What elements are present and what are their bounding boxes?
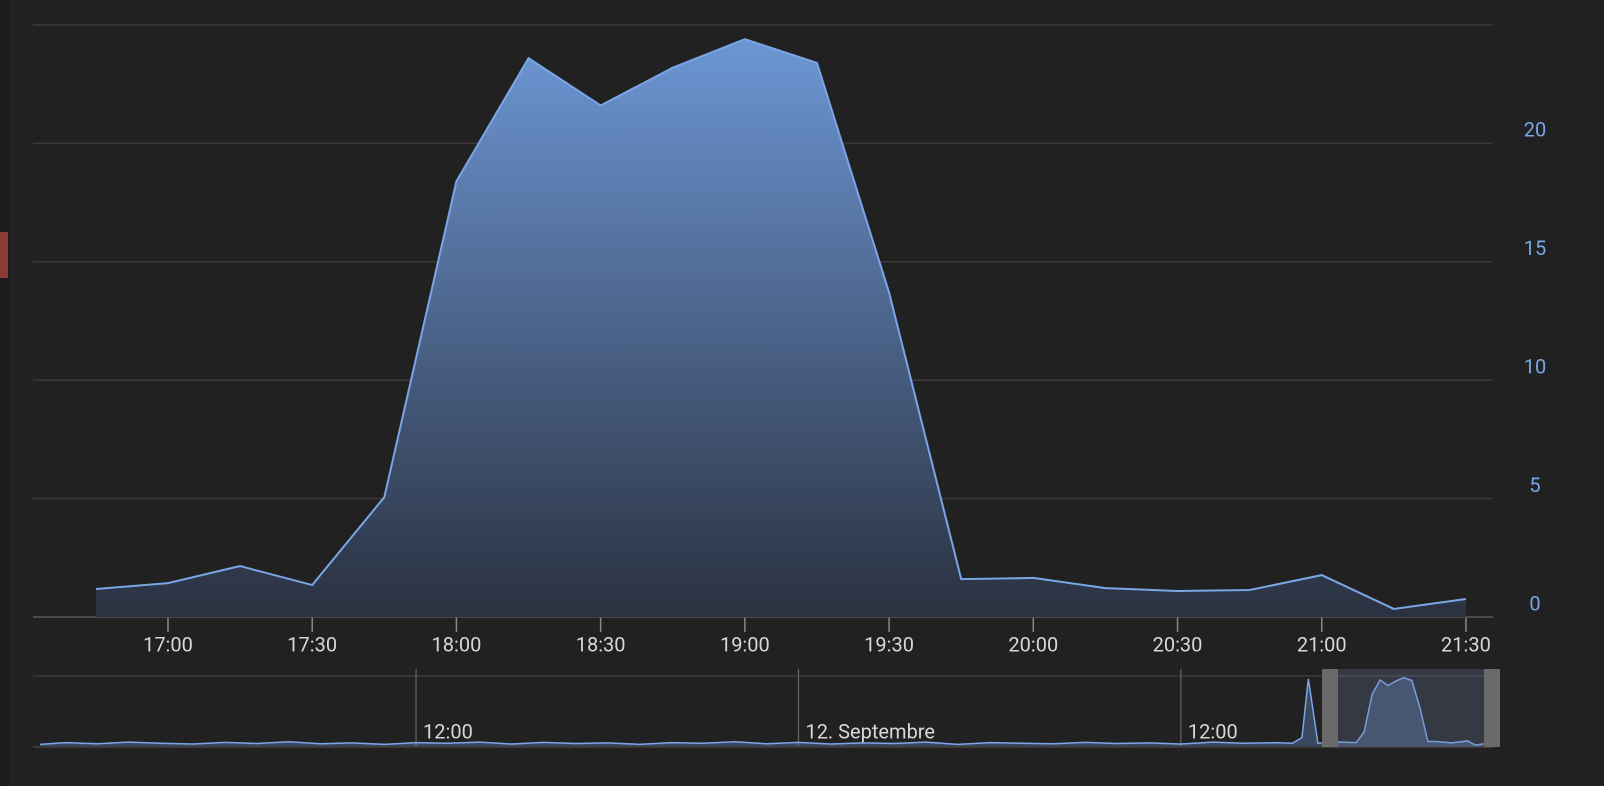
x-tick-label: 20:00	[1008, 632, 1058, 656]
y-tick-label: 10	[1524, 354, 1546, 378]
x-tick-label: 17:00	[143, 632, 193, 656]
x-tick-label: 18:30	[576, 632, 626, 656]
navigator-area	[40, 677, 1484, 746]
side-marker	[0, 232, 8, 278]
y-tick-label: 0	[1529, 591, 1540, 615]
navigator-label: 12:00	[1188, 719, 1238, 743]
navigator-handle	[1322, 669, 1338, 747]
navigator-label: 12. Septembre	[805, 719, 935, 743]
navigator-line	[39, 676, 1484, 746]
x-tick-label: 19:30	[864, 632, 914, 656]
plot: 0 5 10 15 20 17:00 17:30 18:00 18:30 19:00 19:30 20…	[33, 24, 1546, 656]
x-tick-label: 18:00	[432, 632, 482, 656]
x-tick-label: 20:30	[1153, 632, 1203, 656]
x-tick-label: 21:30	[1441, 632, 1491, 656]
navigator-handle	[1484, 669, 1500, 747]
y-tick-label: 5	[1529, 473, 1540, 497]
area-fill	[95, 39, 1466, 617]
y-tick-label: 15	[1524, 236, 1546, 260]
navigator-label: 12:00	[423, 719, 473, 743]
x-tick-label: 21:00	[1297, 632, 1347, 656]
x-tick-label: 19:00	[720, 632, 770, 656]
navigator: 12:00 12. Septembre 12:00	[33, 669, 1500, 748]
navigator-mask	[1330, 669, 1492, 747]
x-tick-label: 17:30	[287, 632, 337, 656]
side-strip	[0, 0, 9, 786]
area-line	[95, 38, 1467, 610]
y-tick-label: 20	[1524, 118, 1546, 142]
